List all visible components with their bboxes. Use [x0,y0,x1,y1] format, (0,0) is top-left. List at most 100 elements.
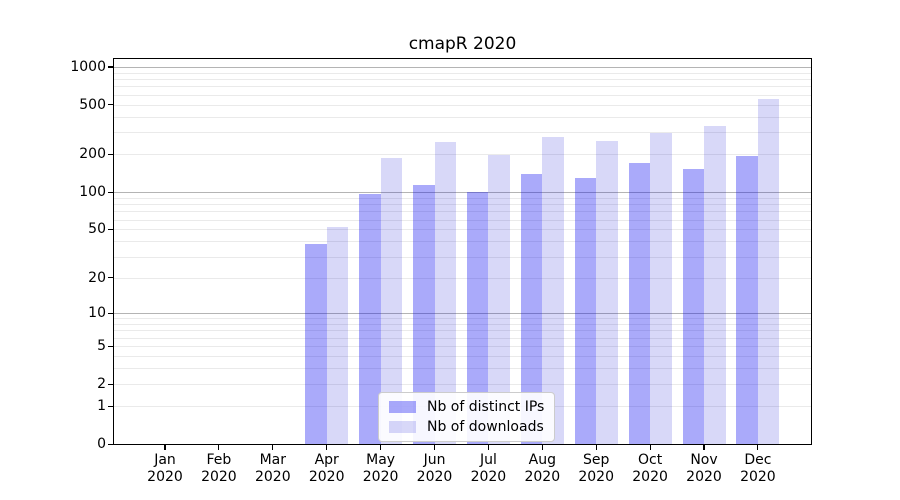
bar-distinct-ips [305,244,327,444]
y-tick-label: 2 [97,376,106,393]
gridline [114,132,811,134]
y-tick-label: 5 [97,338,106,355]
y-tick-mark [108,228,113,231]
gridline [114,324,811,326]
bar-distinct-ips [736,155,758,444]
bar-downloads [380,157,403,444]
bar-distinct-ips [574,177,597,444]
legend: Nb of distinct IPs Nb of downloads [378,392,556,442]
y-tick-mark [108,345,113,347]
gridline [114,330,811,332]
x-tick-mark [218,445,220,450]
y-tick-label: 1000 [70,58,106,75]
x-tick-label: Apr 2020 [308,452,345,485]
gridline [114,384,811,386]
gridline [114,66,811,68]
x-tick-mark [757,445,759,450]
x-tick-mark [380,445,382,450]
y-tick-label: 1 [97,398,106,415]
y-tick-label: 50 [88,221,106,238]
gridline [114,256,811,258]
bar-downloads [596,141,618,444]
y-tick-mark [108,191,113,193]
bar-distinct-ips [359,194,381,444]
x-tick-label: Dec 2020 [740,452,776,485]
gridline [114,79,811,80]
bar-distinct-ips [413,185,435,444]
x-tick-label: Sep 2020 [578,452,614,485]
gridline [114,116,811,118]
gridline [114,356,811,358]
y-tick-mark [108,104,113,106]
gridline [114,219,811,221]
y-tick-label: 200 [79,146,106,163]
bar-downloads [326,227,349,444]
x-tick-mark [326,445,328,450]
bar-downloads [434,142,456,444]
y-tick-label: 100 [79,184,106,201]
gridline [114,86,811,88]
bar-distinct-ips [682,169,704,444]
y-tick-mark [108,383,113,385]
legend-swatch-downloads [389,421,416,433]
plot-area: Nb of distinct IPs Nb of downloads [113,58,812,445]
x-tick-mark [272,445,274,450]
gridline [114,277,811,279]
x-tick-mark [595,445,597,450]
x-tick-mark [703,445,705,450]
bar-downloads [650,133,672,444]
bar-downloads [488,154,510,444]
bars-layer [114,59,811,444]
x-tick-label: May 2020 [362,452,399,485]
y-tick-label: 0 [97,436,106,452]
bar-distinct-ips [628,163,651,444]
gridline [114,104,811,106]
chart-title: cmapR 2020 [408,34,517,54]
x-tick-label: Oct 2020 [632,452,668,485]
gridline [114,368,811,370]
gridline [114,154,811,156]
gridline [114,337,811,339]
x-tick-mark [649,445,651,450]
y-tick-mark [108,66,113,68]
y-tick-mark [108,405,113,407]
gridline [114,318,811,320]
gridline [114,204,811,206]
x-tick-label: Feb 2020 [201,452,237,485]
gridline [114,192,811,194]
bar-downloads [542,136,564,444]
x-tick-label: Jun 2020 [416,452,453,485]
x-tick-mark [487,445,489,450]
y-tick-label: 10 [88,305,106,322]
x-tick-label: Mar 2020 [254,452,291,485]
y-tick-mark [108,277,113,279]
legend-label-downloads: Nb of downloads [427,419,544,435]
gridline [114,72,811,74]
gridline [114,94,811,96]
x-tick-mark [433,445,436,450]
bar-downloads [757,98,780,444]
legend-item-distinct-ips: Nb of distinct IPs [389,399,544,415]
y-tick-mark [108,153,113,156]
x-tick-label: Jul 2020 [470,452,507,485]
y-tick-mark [108,443,113,445]
gridline [114,313,811,315]
legend-label-distinct-ips: Nb of distinct IPs [427,399,545,415]
legend-item-downloads: Nb of downloads [389,419,544,435]
gridline [114,346,811,348]
x-tick-label: Jan 2020 [147,452,183,485]
gridline [114,229,811,231]
gridline [114,197,811,199]
x-tick-label: Nov 2020 [686,452,722,485]
gridline [114,211,811,213]
gridlines-layer [114,59,811,444]
bar-distinct-ips [466,192,489,444]
y-tick-mark [108,312,113,314]
legend-swatch-distinct-ips [389,401,416,413]
bar-downloads [704,126,726,444]
x-tick-mark [541,445,543,450]
y-tick-label: 20 [88,269,106,286]
bar-distinct-ips [520,173,543,444]
y-tick-label: 500 [79,96,106,113]
